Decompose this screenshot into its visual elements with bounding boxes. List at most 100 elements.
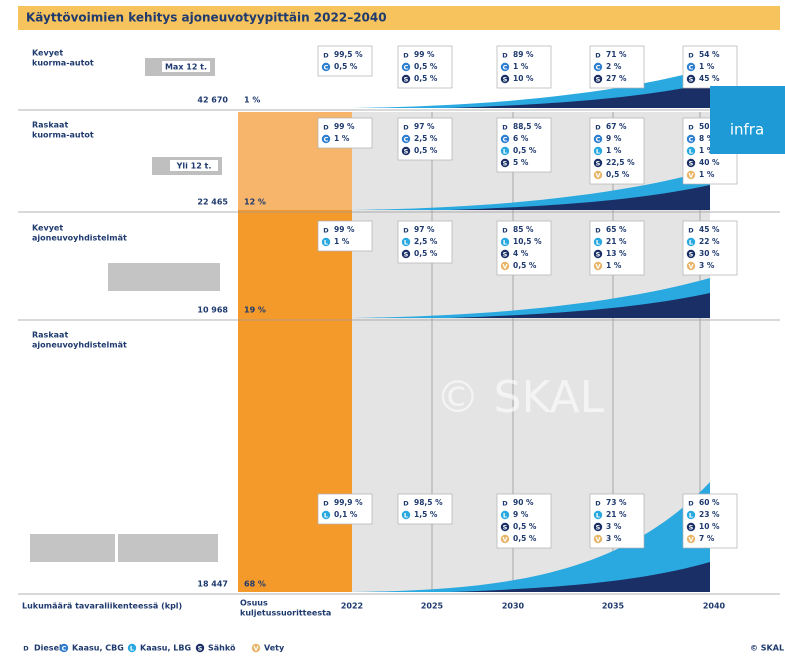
legend-item: C Kaasu, CBG xyxy=(59,644,124,653)
value-text: 97 % xyxy=(414,122,435,131)
value-text: 1 % xyxy=(334,134,350,143)
value-text: 0,1 % xyxy=(334,510,358,519)
fuel-key: C xyxy=(689,64,694,72)
value-text: 65 % xyxy=(606,225,627,234)
value-box xyxy=(682,220,738,276)
fuel-key: D xyxy=(688,52,694,60)
year-label: 2040 xyxy=(703,602,726,611)
fuel-icon xyxy=(401,146,411,156)
fuel-icon xyxy=(593,170,603,180)
fuel-icon xyxy=(686,510,696,520)
fuel-icon xyxy=(686,158,696,168)
share-label: kuljetussuoritteesta xyxy=(240,609,331,618)
value-text: 99 % xyxy=(334,122,355,131)
title: Käyttövoimien kehitys ajoneuvotyypittäin… xyxy=(26,11,387,25)
value-text: 50 % xyxy=(699,122,720,131)
value-text: 27 % xyxy=(606,74,627,83)
fuel-key: D xyxy=(403,52,409,60)
year-label: 2025 xyxy=(421,602,444,611)
fuel-key: D xyxy=(688,124,694,132)
value-text: 7 % xyxy=(699,534,715,543)
fuel-icon xyxy=(686,146,696,156)
value-text: 1,5 % xyxy=(414,510,438,519)
overlay-text: infra xyxy=(730,121,764,139)
fuel-key: S xyxy=(503,76,508,84)
area-dark xyxy=(450,83,710,108)
fuel-key: V xyxy=(688,172,693,180)
row-name: Raskaat xyxy=(32,121,68,130)
fuel-key: S xyxy=(198,645,203,653)
fuel-key: S xyxy=(596,524,601,532)
value-text: 0,5 % xyxy=(513,534,537,543)
legend-label: Sähkö xyxy=(208,644,236,653)
fuel-icon xyxy=(593,237,603,247)
fuel-key: L xyxy=(689,512,693,520)
count-label: Lukumäärä tavaraliikenteessä (kpl) xyxy=(22,602,182,611)
year-label: 2035 xyxy=(602,602,625,611)
fuel-icon xyxy=(686,74,696,84)
fuel-key: C xyxy=(404,136,409,144)
value-text: 3 % xyxy=(606,522,622,531)
value-text: 0,5 % xyxy=(606,170,630,179)
value-text: 9 % xyxy=(513,510,529,519)
fuel-icon xyxy=(686,522,696,532)
fuel-icon xyxy=(686,249,696,259)
fuel-key: L xyxy=(596,512,600,520)
fuel-key: V xyxy=(595,536,600,544)
value-text: 2 % xyxy=(606,62,622,71)
title-bar xyxy=(18,6,780,30)
value-text: 45 % xyxy=(699,225,720,234)
value-text: 0,5 % xyxy=(334,62,358,71)
value-text: 99,5 % xyxy=(334,50,363,59)
value-text: 5 % xyxy=(513,158,529,167)
fuel-icon xyxy=(401,134,411,144)
fuel-key: D xyxy=(502,52,508,60)
value-text: 99,9 % xyxy=(334,498,363,507)
fuel-icon xyxy=(593,522,603,532)
fuel-key: V xyxy=(253,645,258,653)
value-text: 1 % xyxy=(606,146,622,155)
fuel-key: D xyxy=(323,500,329,508)
fuel-key: D xyxy=(595,52,601,60)
fuel-icon xyxy=(686,261,696,271)
vehicle-count: 18 447 xyxy=(197,580,228,589)
value-text: 60 % xyxy=(699,498,720,507)
overlay-box xyxy=(710,86,785,154)
value-text: 8 % xyxy=(699,134,715,143)
value-text: 54 % xyxy=(699,50,720,59)
fuel-key: V xyxy=(688,536,693,544)
fuel-key: C xyxy=(503,136,508,144)
value-text: 2,5 % xyxy=(414,134,438,143)
fuel-key: V xyxy=(595,172,600,180)
fuel-icon xyxy=(321,62,331,72)
fuel-icon xyxy=(401,510,411,520)
fuel-key: D xyxy=(23,645,29,653)
fuel-icon xyxy=(321,237,331,247)
area-dark xyxy=(450,185,710,210)
fuel-key: D xyxy=(403,124,409,132)
fuel-key: S xyxy=(689,251,694,259)
fuel-key: L xyxy=(503,148,507,156)
fuel-icon xyxy=(593,249,603,259)
fuel-icon xyxy=(500,522,510,532)
fuel-icon xyxy=(686,134,696,144)
fuel-key: D xyxy=(403,500,409,508)
value-text: 22 % xyxy=(699,237,720,246)
value-text: 88,5 % xyxy=(513,122,542,131)
fuel-key: L xyxy=(324,512,328,520)
fuel-key: S xyxy=(503,251,508,259)
share: 12 % xyxy=(244,198,266,207)
value-text: 6 % xyxy=(513,134,529,143)
legend-item: L Kaasu, LBG xyxy=(127,644,191,653)
area-dark xyxy=(450,562,710,592)
fuel-key: C xyxy=(404,64,409,72)
copyright: © SKAL xyxy=(750,644,784,653)
value-text: 97 % xyxy=(414,225,435,234)
fuel-key: S xyxy=(596,76,601,84)
fuel-key: L xyxy=(503,239,507,247)
vehicle-count: 22 465 xyxy=(197,198,228,207)
fuel-key: S xyxy=(596,251,601,259)
fuel-key: C xyxy=(324,64,329,72)
fuel-key: D xyxy=(502,500,508,508)
fuel-icon xyxy=(500,134,510,144)
